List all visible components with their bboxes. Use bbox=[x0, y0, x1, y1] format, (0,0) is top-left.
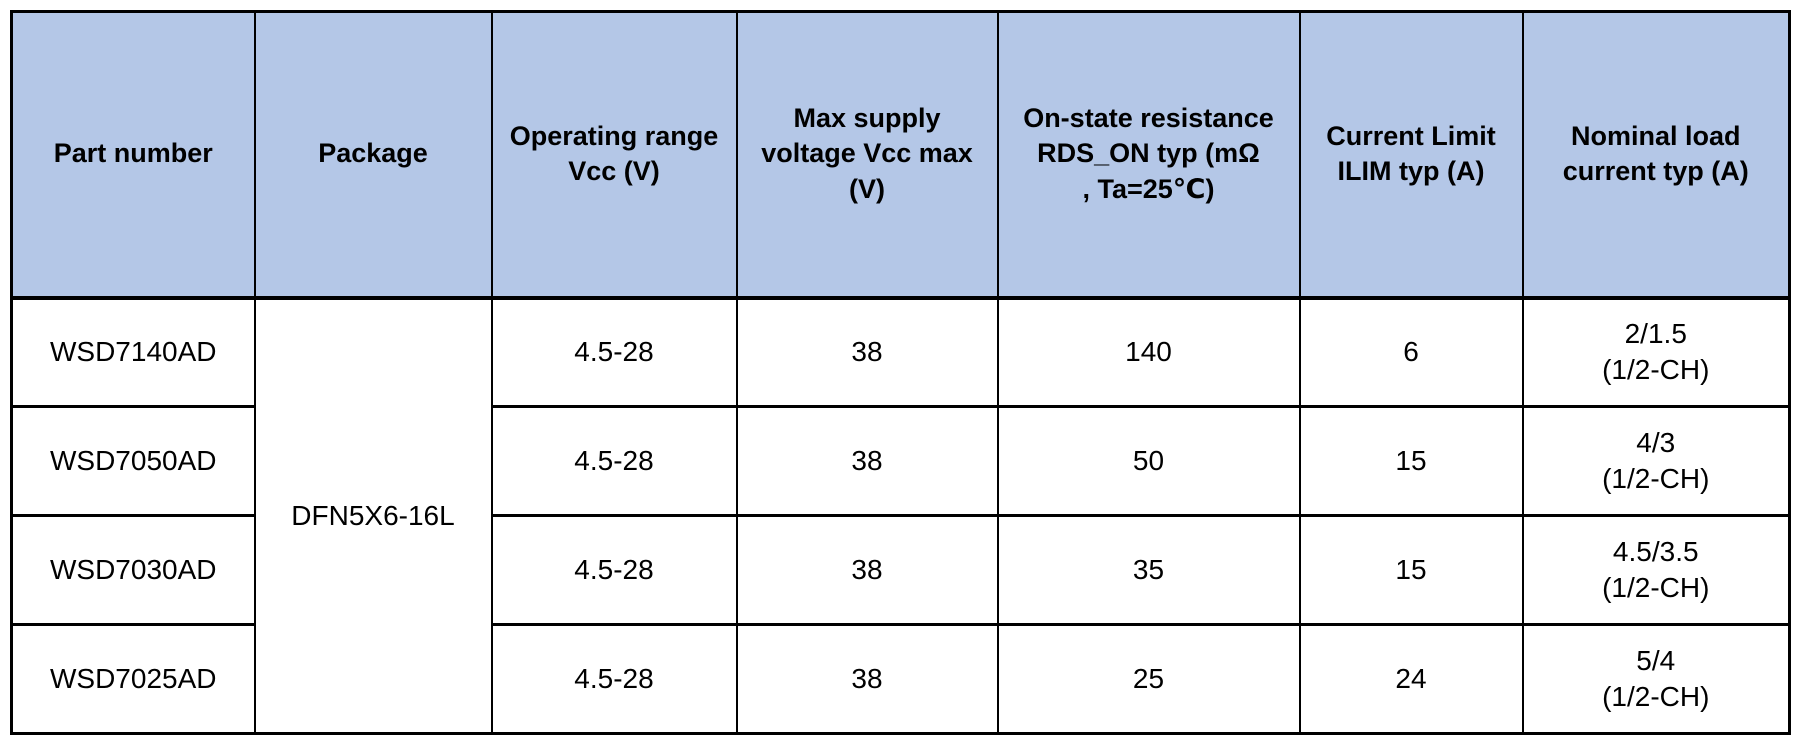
cell-rds-on: 140 bbox=[996, 296, 1301, 408]
cell-part-number: WSD7140AD bbox=[10, 296, 256, 408]
cell-max-supply: 38 bbox=[735, 623, 999, 735]
table-row: WSD7140AD DFN5X6-16L 4.5-28 38 140 6 2/1… bbox=[10, 296, 1791, 735]
cell-package: DFN5X6-16L bbox=[253, 296, 493, 735]
table-row: WSD7030AD 4.5-28 38 35 15 4.5/3.5 (1/2-C… bbox=[10, 514, 1791, 626]
cell-operating-range: 4.5-28 bbox=[490, 296, 738, 408]
cell-rds-on: 35 bbox=[996, 514, 1301, 626]
parts-table: Part number Package Operating range Vcc … bbox=[10, 10, 1791, 735]
cell-max-supply: 38 bbox=[735, 296, 999, 408]
cell-part-number: WSD7025AD bbox=[10, 623, 256, 735]
cell-nominal-load: 4/3 (1/2-CH) bbox=[1521, 405, 1791, 517]
column-header-rds-on: On-state resistance RDS_ON typ (mΩ , Ta=… bbox=[996, 10, 1301, 300]
column-header-package: Package bbox=[253, 10, 493, 300]
cell-nominal-load: 4.5/3.5 (1/2-CH) bbox=[1521, 514, 1791, 626]
cell-rds-on: 25 bbox=[996, 623, 1301, 735]
column-header-operating-range: Operating range Vcc (V) bbox=[490, 10, 738, 300]
cell-part-number: WSD7050AD bbox=[10, 405, 256, 517]
cell-max-supply: 38 bbox=[735, 514, 999, 626]
cell-operating-range: 4.5-28 bbox=[490, 405, 738, 517]
cell-nominal-load: 2/1.5 (1/2-CH) bbox=[1521, 296, 1791, 408]
cell-nominal-load: 5/4 (1/2-CH) bbox=[1521, 623, 1791, 735]
header-row: Part number Package Operating range Vcc … bbox=[10, 10, 1791, 300]
column-header-max-supply: Max supply voltage Vcc max (V) bbox=[735, 10, 999, 300]
table-row: WSD7050AD 4.5-28 38 50 15 4/3 (1/2-CH) bbox=[10, 405, 1791, 517]
column-header-part-number: Part number bbox=[10, 10, 256, 300]
cell-current-limit: 6 bbox=[1298, 296, 1524, 408]
cell-max-supply: 38 bbox=[735, 405, 999, 517]
column-header-nominal-load: Nominal load current typ (A) bbox=[1521, 10, 1791, 300]
cell-rds-on: 50 bbox=[996, 405, 1301, 517]
cell-current-limit: 24 bbox=[1298, 623, 1524, 735]
cell-operating-range: 4.5-28 bbox=[490, 514, 738, 626]
cell-current-limit: 15 bbox=[1298, 405, 1524, 517]
table-row: WSD7025AD 4.5-28 38 25 24 5/4 (1/2-CH) bbox=[10, 623, 1791, 735]
cell-part-number: WSD7030AD bbox=[10, 514, 256, 626]
cell-operating-range: 4.5-28 bbox=[490, 623, 738, 735]
column-header-current-limit: Current Limit ILIM typ (A) bbox=[1298, 10, 1524, 300]
cell-current-limit: 15 bbox=[1298, 514, 1524, 626]
